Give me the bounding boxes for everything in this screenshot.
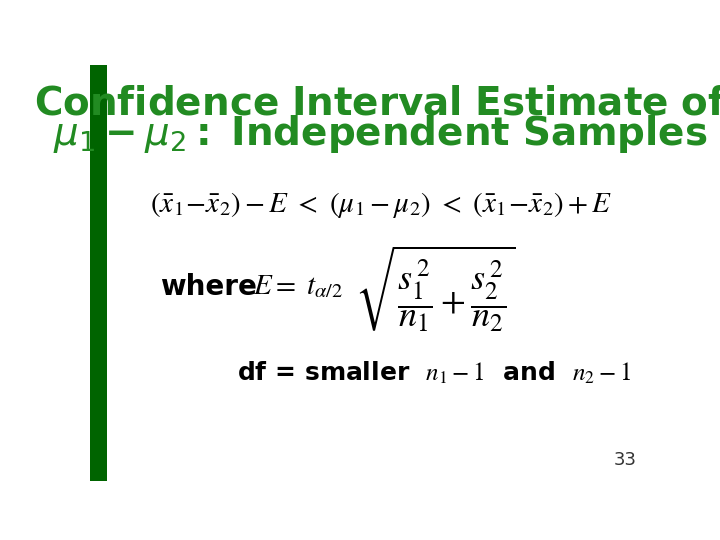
Text: $(\bar{x}_1\!-\!\bar{x}_2) - E \ < \ (\mu_1 - \mu_2) \ < \ (\bar{x}_1\!-\!\bar{x: $(\bar{x}_1\!-\!\bar{x}_2) - E \ < \ (\m… [150, 190, 612, 220]
Text: $\sqrt{\dfrac{s_1^{\,2}}{n_1} + \dfrac{s_2^{\,2}}{n_2}}$: $\sqrt{\dfrac{s_1^{\,2}}{n_1} + \dfrac{s… [355, 242, 515, 334]
Text: $E = \ t_{\alpha/2}$: $E = \ t_{\alpha/2}$ [253, 273, 343, 301]
Text: $\boldsymbol{\mu_1 - \mu_2}$$\mathbf{:\ Independent\ Samples}$: $\boldsymbol{\mu_1 - \mu_2}$$\mathbf{:\ … [53, 113, 708, 155]
Text: df = smaller  $n_1 - 1$  and  $n_2 - 1$: df = smaller $n_1 - 1$ and $n_2 - 1$ [238, 360, 631, 386]
Text: 33: 33 [613, 451, 636, 469]
Text: $\mathbf{Confidence\ Interval\ Estimate\ of}$: $\mathbf{Confidence\ Interval\ Estimate\… [35, 84, 720, 122]
Text: where: where [160, 273, 256, 301]
Bar [90, 65, 107, 481]
